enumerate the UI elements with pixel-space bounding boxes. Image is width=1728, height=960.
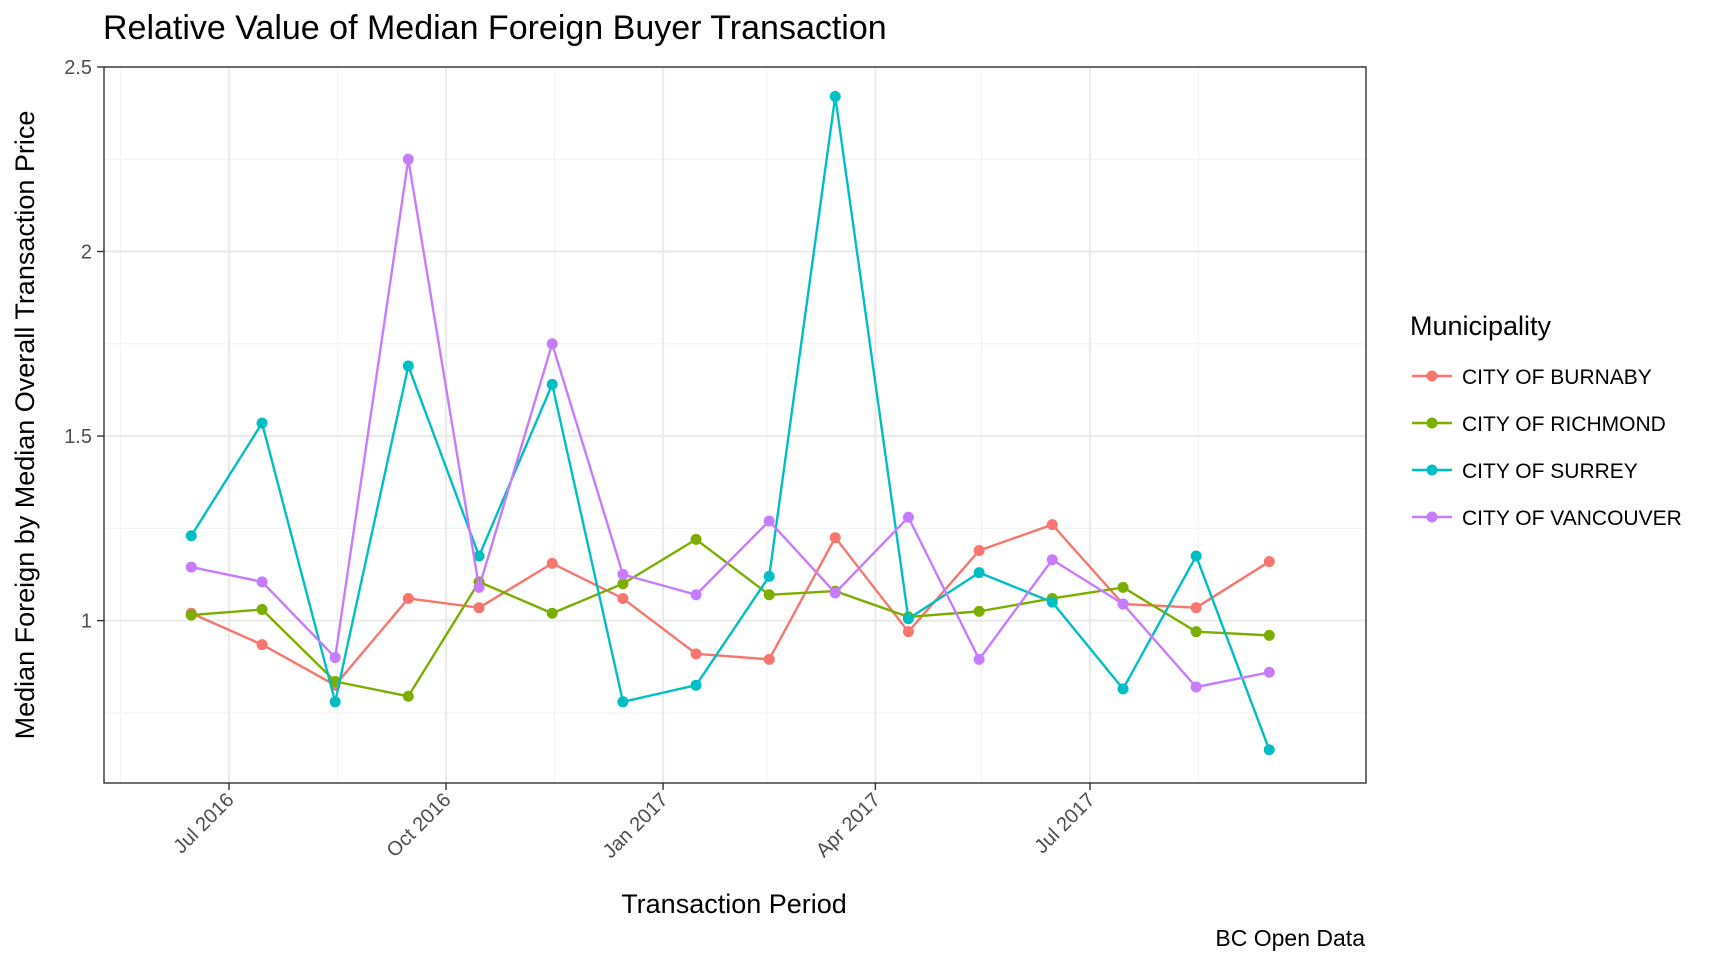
data-point-city-of-surrey [829, 91, 841, 103]
data-point-city-of-richmond [546, 607, 558, 619]
plot-panel-background [104, 67, 1366, 783]
data-point-city-of-burnaby [829, 532, 841, 544]
x-tick-label: Apr 2017 [812, 789, 885, 862]
x-axis: Jul 2016 Oct 2016 Jan 2017 Apr 2017 Jul 2017 [170, 783, 1100, 863]
y-tick-label: 1.5 [64, 426, 92, 448]
data-point-city-of-surrey [402, 360, 414, 372]
legend-key-point [1426, 417, 1438, 429]
data-point-city-of-burnaby [402, 592, 414, 604]
data-point-city-of-burnaby [1190, 602, 1202, 614]
legend-label: CITY OF VANCOUVER [1462, 507, 1682, 530]
data-point-city-of-vancouver [690, 589, 702, 601]
data-point-city-of-surrey [902, 613, 914, 625]
legend-item-city-of-richmond: CITY OF RICHMOND [1412, 413, 1666, 436]
plot-panel-border [103, 66, 1367, 784]
data-point-city-of-vancouver [402, 153, 414, 165]
data-point-city-of-vancouver [185, 561, 197, 573]
chart-title: Relative Value of Median Foreign Buyer T… [103, 9, 887, 47]
x-tick-label: Oct 2016 [383, 789, 456, 862]
data-point-city-of-vancouver [902, 511, 914, 523]
data-point-city-of-surrey [973, 567, 985, 579]
data-point-city-of-vancouver [329, 652, 341, 664]
data-point-city-of-vancouver [763, 515, 775, 527]
data-point-city-of-burnaby [1263, 556, 1275, 568]
data-point-city-of-surrey [763, 570, 775, 582]
series-line-city-of-vancouver [191, 158, 1270, 689]
data-point-city-of-richmond [690, 533, 702, 545]
legend-items: CITY OF BURNABY CITY OF RICHMOND CITY OF S… [1412, 366, 1682, 530]
data-point-city-of-surrey [185, 530, 197, 542]
data-point-city-of-surrey [473, 550, 485, 562]
legend-key-point [1426, 464, 1438, 476]
x-tick-label: Jan 2017 [599, 789, 673, 863]
data-point-city-of-burnaby [690, 648, 702, 660]
data-point-city-of-burnaby [617, 592, 629, 604]
legend-key-point [1426, 511, 1438, 523]
series-line-city-of-richmond [191, 538, 1270, 698]
data-point-city-of-richmond [1190, 626, 1202, 638]
data-point-city-of-burnaby [902, 626, 914, 638]
data-point-city-of-richmond [763, 589, 775, 601]
y-tick-label: 2.5 [64, 57, 92, 79]
data-point-city-of-vancouver [1263, 666, 1275, 678]
data-point-city-of-surrey [1046, 596, 1058, 608]
data-point-city-of-surrey [256, 417, 268, 429]
data-point-city-of-richmond [402, 690, 414, 702]
data-point-city-of-burnaby [1046, 519, 1058, 531]
data-point-city-of-vancouver [1117, 598, 1129, 610]
data-point-city-of-vancouver [256, 576, 268, 588]
data-point-city-of-surrey [1117, 683, 1129, 695]
data-point-city-of-vancouver [1046, 554, 1058, 566]
data-point-city-of-vancouver [617, 568, 629, 580]
y-axis: 1 1.5 2 2.5 [64, 57, 104, 633]
caption: BC Open Data [1215, 925, 1365, 951]
legend-label: CITY OF BURNABY [1462, 366, 1652, 389]
legend-item-city-of-vancouver: CITY OF VANCOUVER [1412, 507, 1682, 530]
legend-item-city-of-surrey: CITY OF SURREY [1412, 460, 1638, 483]
legend-title: Municipality [1410, 311, 1552, 341]
data-point-city-of-burnaby [546, 557, 558, 569]
data-point-city-of-richmond [1117, 581, 1129, 593]
series-line-city-of-surrey [190, 95, 1271, 751]
x-axis-title: Transaction Period [621, 889, 847, 919]
data-point-city-of-burnaby [973, 544, 985, 556]
x-tick-label: Jul 2017 [1031, 789, 1100, 858]
data-point-city-of-surrey [1263, 744, 1275, 756]
data-point-city-of-vancouver [473, 581, 485, 593]
data-point-city-of-richmond [973, 605, 985, 617]
legend-key-point [1426, 370, 1438, 382]
x-tick-label: Jul 2016 [170, 789, 239, 858]
legend-label: CITY OF RICHMOND [1462, 413, 1666, 436]
data-point-city-of-vancouver [546, 338, 558, 350]
data-point-city-of-surrey [1190, 550, 1202, 562]
data-point-city-of-surrey [617, 696, 629, 708]
data-point-city-of-vancouver [1190, 681, 1202, 693]
y-axis-title: Median Foreign by Median Overall Transac… [10, 111, 40, 740]
y-tick-label: 2 [81, 242, 92, 264]
grid-minor [104, 67, 1366, 783]
data-point-city-of-burnaby [763, 653, 775, 665]
data-point-city-of-richmond [185, 609, 197, 621]
data-point-city-of-burnaby [473, 602, 485, 614]
data-point-city-of-richmond [617, 578, 629, 590]
series-line-city-of-burnaby [190, 523, 1270, 687]
series-layer [185, 91, 1275, 756]
legend: Municipality CITY OF BURNABY CITY OF RICH… [1410, 311, 1682, 530]
data-point-city-of-surrey [690, 679, 702, 691]
data-point-city-of-burnaby [256, 639, 268, 651]
y-tick-label: 1 [81, 611, 92, 633]
data-point-city-of-surrey [546, 378, 558, 390]
data-point-city-of-vancouver [973, 653, 985, 665]
data-point-city-of-richmond [1263, 629, 1275, 641]
legend-label: CITY OF SURREY [1462, 460, 1638, 483]
data-point-city-of-vancouver [829, 587, 841, 599]
legend-item-city-of-burnaby: CITY OF BURNABY [1412, 366, 1652, 389]
data-point-city-of-richmond [256, 604, 268, 616]
data-point-city-of-surrey [329, 696, 341, 708]
